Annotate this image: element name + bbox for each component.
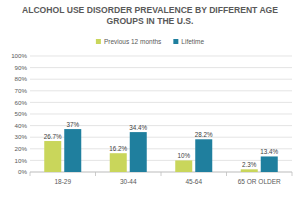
x-tick-label: 65 OR OLDER [238, 178, 281, 185]
legend: Previous 12 months Lifetime [96, 38, 205, 45]
bar [195, 139, 212, 172]
grid-line [30, 56, 292, 57]
grid-line [30, 79, 292, 80]
x-tick-label: 30-44 [120, 178, 137, 185]
data-label: 16.2% [109, 145, 127, 152]
grid-line [30, 102, 292, 103]
bar [44, 141, 61, 172]
legend-swatch [173, 39, 178, 44]
y-tick-label: 90% [15, 64, 28, 71]
y-tick-label: 70% [15, 87, 28, 94]
y-tick-label: 0% [18, 168, 27, 175]
data-label: 37% [66, 121, 79, 128]
bar [130, 132, 147, 172]
bars [44, 129, 278, 172]
title-line: ALCOHOL USE DISORDER PREVALENCE BY DIFFE… [22, 5, 278, 15]
data-label: 2.3% [242, 161, 257, 168]
x-tick [226, 172, 227, 176]
bar [64, 129, 81, 172]
x-tick-label: 18-29 [54, 178, 71, 185]
y-tick-label: 10% [15, 157, 28, 164]
data-label: 26.7% [44, 133, 62, 140]
x-tick [161, 172, 162, 176]
y-tick-label: 100% [11, 52, 27, 59]
y-tick-label: 50% [15, 110, 28, 117]
data-label: 34.4% [129, 124, 147, 131]
legend-swatch [96, 39, 101, 44]
chart: ALCOHOL USE DISORDER PREVALENCE BY DIFFE… [0, 0, 300, 197]
legend-label: Previous 12 months [104, 38, 162, 45]
legend-label: Lifetime [181, 38, 204, 45]
title-line: GROUPS IN THE U.S. [107, 16, 194, 26]
y-tick-label: 60% [15, 99, 28, 106]
y-tick-label: 20% [15, 145, 28, 152]
bar [110, 153, 127, 172]
bar [175, 160, 192, 172]
bar [261, 156, 278, 172]
y-tick-label: 80% [15, 75, 28, 82]
y-tick-label: 30% [15, 133, 28, 140]
grid-line [30, 114, 292, 115]
bar [241, 169, 258, 172]
x-tick [30, 172, 31, 176]
x-tick [292, 172, 293, 176]
title: ALCOHOL USE DISORDER PREVALENCE BY DIFFE… [22, 5, 278, 26]
data-label: 28.2% [195, 131, 213, 138]
y-tick-label: 40% [15, 122, 28, 129]
grid-line [30, 90, 292, 91]
grid-line [30, 67, 292, 68]
background [0, 0, 300, 197]
x-tick [95, 172, 96, 176]
x-tick-label: 45-64 [185, 178, 202, 185]
data-label: 13.4% [260, 148, 278, 155]
data-label: 10% [177, 152, 190, 159]
